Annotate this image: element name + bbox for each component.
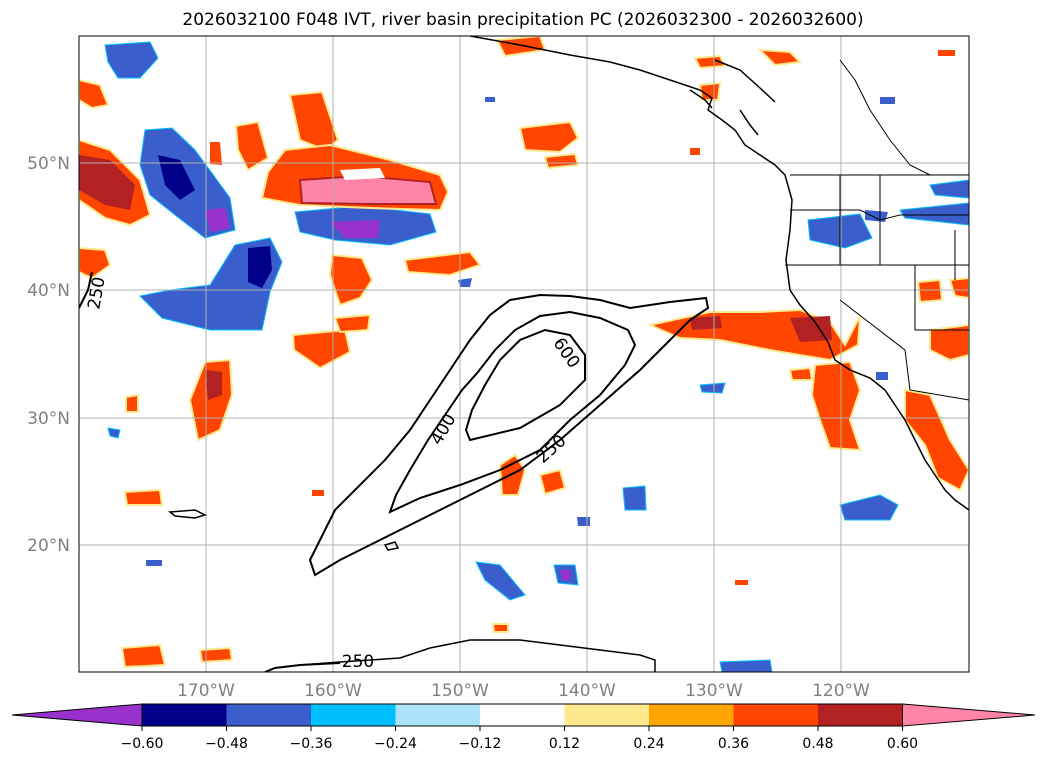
colorbar-cell bbox=[564, 704, 650, 726]
lon-tick-160w: 160°W bbox=[304, 681, 362, 701]
map-content: 250 400 600 250 250 bbox=[79, 36, 969, 672]
ivt-contour-600 bbox=[464, 328, 586, 442]
negative-precip-patches bbox=[104, 41, 969, 672]
colorbar-cell bbox=[226, 704, 312, 726]
colorbar-cell bbox=[480, 704, 565, 726]
colorbar-tick-label: 0.48 bbox=[802, 736, 833, 752]
lat-tick-20n: 20°N bbox=[27, 536, 70, 556]
colorbar-tick-label: −0.12 bbox=[459, 736, 502, 752]
ivt-contours bbox=[79, 271, 710, 672]
colorbar-extend-high bbox=[902, 703, 1036, 727]
colorbar-tick-label: −0.48 bbox=[205, 736, 248, 752]
colorbar-tick-label: 0.24 bbox=[633, 736, 664, 752]
colorbar-cell bbox=[395, 704, 481, 726]
colorbar-extend-low bbox=[11, 703, 143, 727]
lon-tick-150w: 150°W bbox=[431, 681, 489, 701]
colorbar-tick-label: −0.36 bbox=[290, 736, 333, 752]
colorbar-tick-label: 0.60 bbox=[887, 736, 918, 752]
lon-tick-120w: 120°W bbox=[812, 681, 870, 701]
colorbar-cell bbox=[818, 704, 903, 726]
graticule bbox=[79, 36, 969, 672]
ivt-contour-250 bbox=[308, 293, 710, 577]
lon-tick-labels: 170°W 160°W 150°W 140°W 130°W 120°W bbox=[177, 681, 870, 701]
colorbar-cells bbox=[11, 703, 1036, 727]
lon-tick-140w: 140°W bbox=[558, 681, 616, 701]
positive-precip-patches bbox=[79, 36, 969, 669]
lat-tick-50n: 50°N bbox=[27, 154, 70, 174]
lat-tick-30n: 30°N bbox=[27, 409, 70, 429]
colorbar-tick-label: 0.12 bbox=[549, 736, 580, 752]
colorbar-outline bbox=[141, 703, 903, 727]
ivt-contour-250-south bbox=[264, 662, 341, 672]
colorbar-cell bbox=[311, 704, 396, 726]
ivt-contour-250-west bbox=[79, 271, 93, 309]
map-title: 2026032100 F048 IVT, river basin precipi… bbox=[182, 10, 863, 30]
colorbar-cell bbox=[142, 704, 227, 726]
lon-tick-170w: 170°W bbox=[177, 681, 235, 701]
colorbar-tick-label: −0.60 bbox=[121, 736, 164, 752]
lat-tick-40n: 40°N bbox=[27, 281, 70, 301]
colorbar-cell bbox=[733, 704, 819, 726]
colorbar-cell bbox=[649, 704, 734, 726]
colorbar: −0.60 −0.48 −0.36 −0.24 −0.12 0.12 0.24 0.36 0.4… bbox=[11, 703, 1036, 752]
map-frame bbox=[78, 35, 970, 673]
state-borders bbox=[785, 59, 969, 401]
colorbar-tick-label: 0.36 bbox=[718, 736, 749, 752]
colorbar-ticks: −0.60 −0.48 −0.36 −0.24 −0.12 0.12 0.24 0.36 0.4… bbox=[121, 726, 918, 752]
contour-label-250-south: 250 bbox=[342, 652, 374, 672]
lon-tick-130w: 130°W bbox=[685, 681, 743, 701]
colorbar-tick-label: −0.24 bbox=[374, 736, 417, 752]
ivt-contour-400 bbox=[388, 310, 637, 514]
lat-tick-labels: 50°N 40°N 30°N 20°N bbox=[27, 154, 70, 556]
